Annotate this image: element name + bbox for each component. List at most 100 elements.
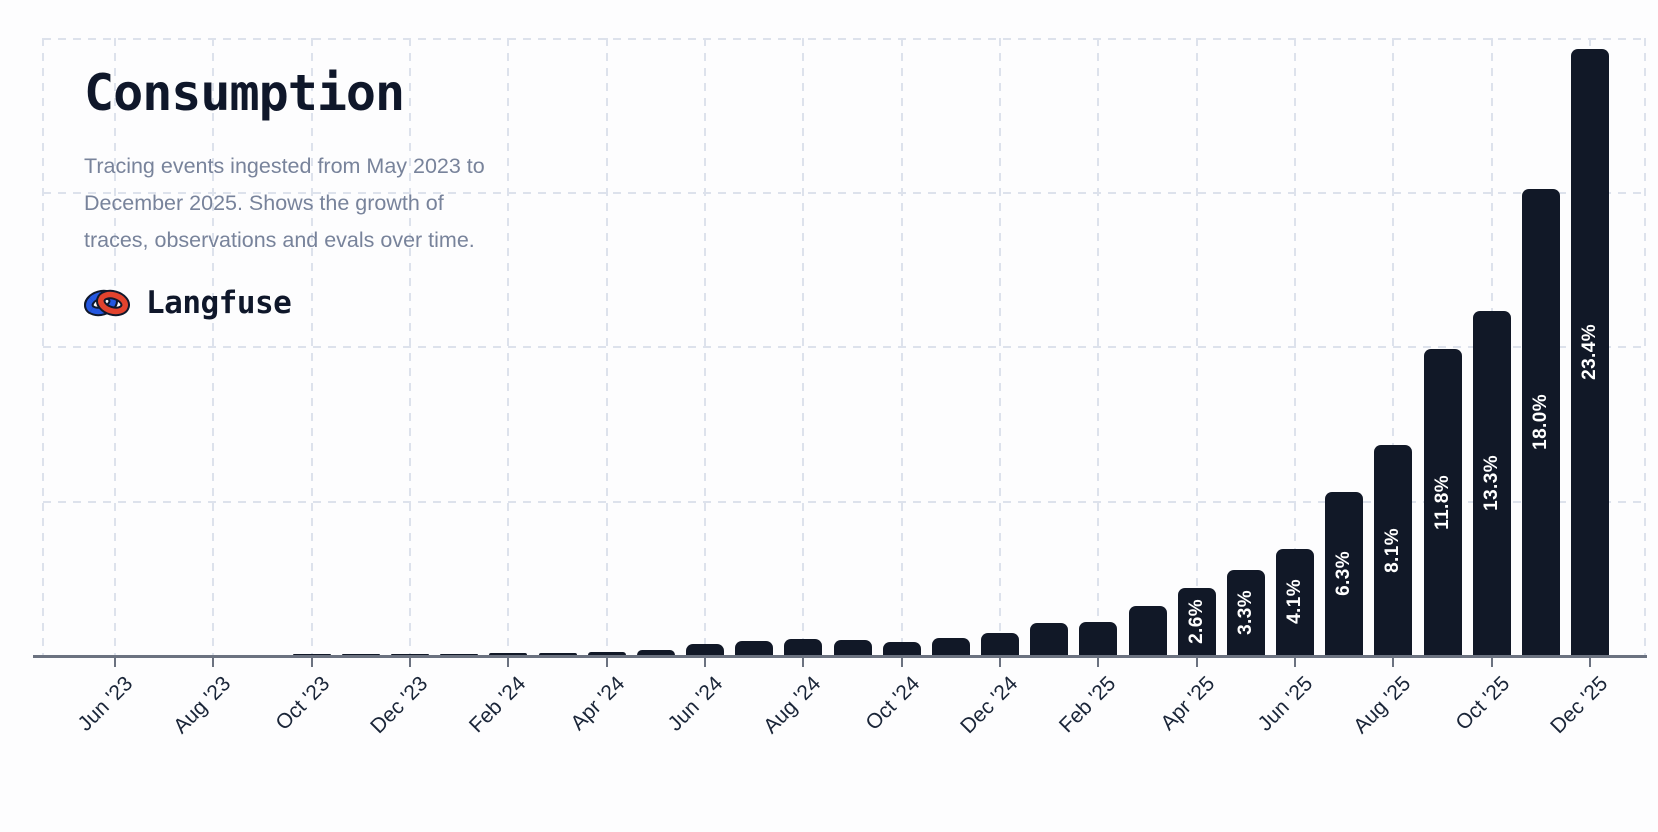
chart-header: Consumption Tracing events ingested from… xyxy=(84,64,644,321)
brand-row: Langfuse xyxy=(84,285,644,321)
subtitle-line: traces, observations and evals over time… xyxy=(84,228,475,252)
v-gridline xyxy=(802,38,805,655)
x-tick xyxy=(1490,657,1493,667)
v-gridline xyxy=(1195,38,1198,655)
x-tick-label: Aug '23 xyxy=(169,672,236,739)
bar-mar-24 xyxy=(538,652,577,655)
bar-sep-24 xyxy=(833,640,872,655)
bar-jul-24 xyxy=(735,640,774,655)
bar-apr-25: 2.6% xyxy=(1177,587,1216,655)
bar-value-label: 8.1% xyxy=(1382,527,1404,573)
bar-jul-25: 6.3% xyxy=(1325,491,1364,655)
bar-aug-25: 8.1% xyxy=(1374,445,1413,655)
x-tick xyxy=(605,657,608,667)
bar-feb-25 xyxy=(1079,622,1118,655)
chart-subtitle: Tracing events ingested from May 2023 to… xyxy=(84,148,644,259)
v-gridline xyxy=(1294,38,1297,655)
bar-value-label: 23.4% xyxy=(1579,324,1601,380)
bar-sep-25: 11.8% xyxy=(1423,349,1462,655)
bar-mar-25 xyxy=(1128,605,1167,655)
bar-jan-24 xyxy=(440,653,479,655)
x-tick xyxy=(900,657,903,667)
x-tick-label: Dec '24 xyxy=(956,672,1023,739)
langfuse-logo-icon xyxy=(84,285,130,321)
h-gridline xyxy=(43,38,1645,40)
x-tick xyxy=(1195,657,1198,667)
bar-value-label: 3.3% xyxy=(1234,589,1256,635)
bar-value-label: 13.3% xyxy=(1480,454,1502,511)
v-gridline xyxy=(605,38,608,655)
x-axis-line xyxy=(33,655,1647,658)
x-tick xyxy=(999,657,1002,667)
bar-aug-24 xyxy=(784,639,823,655)
x-tick-label: Jun '23 xyxy=(73,672,138,736)
bar-dec-23 xyxy=(391,654,430,655)
x-tick-label: Apr '24 xyxy=(566,672,630,735)
bar-oct-24 xyxy=(882,642,921,655)
x-tick-label: Dec '25 xyxy=(1546,672,1613,739)
bar-value-label: 11.8% xyxy=(1431,474,1453,530)
h-gridline xyxy=(43,501,1645,503)
bar-jan-25 xyxy=(1030,622,1069,655)
x-tick xyxy=(1294,657,1297,667)
x-tick xyxy=(1392,657,1395,667)
x-tick-label: Aug '24 xyxy=(759,672,826,739)
bar-value-label: 2.6% xyxy=(1185,598,1207,644)
v-gridline xyxy=(507,38,510,655)
chart-title: Consumption xyxy=(84,64,405,122)
bar-nov-24 xyxy=(931,638,970,655)
bar-apr-24 xyxy=(587,652,626,655)
v-gridline xyxy=(114,38,117,655)
x-tick-label: Jun '25 xyxy=(1253,672,1318,736)
bar-value-label: 18.0% xyxy=(1529,393,1551,450)
x-tick-label: Jun '24 xyxy=(663,672,728,736)
x-tick xyxy=(1097,657,1100,667)
h-gridline xyxy=(43,192,1645,194)
v-gridline xyxy=(900,38,903,655)
x-tick xyxy=(1589,657,1592,667)
v-gridline xyxy=(409,38,412,655)
h-gridline xyxy=(43,346,1645,348)
bar-may-24 xyxy=(636,649,675,655)
v-gridline xyxy=(704,38,707,655)
bar-dec-25: 23.4% xyxy=(1571,48,1610,655)
bar-oct-25: 13.3% xyxy=(1472,310,1511,655)
x-tick xyxy=(310,657,313,667)
v-gridline xyxy=(42,38,44,655)
bar-oct-23 xyxy=(292,654,331,655)
subtitle-line: Tracing events ingested from May 2023 to xyxy=(84,154,485,178)
x-tick xyxy=(507,657,510,667)
v-gridline xyxy=(1392,38,1395,655)
bar-jun-24 xyxy=(686,644,725,655)
bar-may-25: 3.3% xyxy=(1226,569,1265,655)
x-tick-label: Aug '25 xyxy=(1349,672,1416,739)
bar-nov-25: 18.0% xyxy=(1521,188,1560,655)
v-gridline xyxy=(1644,38,1646,655)
brand-name: Langfuse xyxy=(146,285,292,321)
x-tick xyxy=(409,657,412,667)
bar-value-label: 4.1% xyxy=(1284,579,1306,625)
x-tick xyxy=(114,657,117,667)
v-gridline xyxy=(999,38,1002,655)
x-tick-label: Feb '25 xyxy=(1055,672,1121,738)
x-tick xyxy=(704,657,707,667)
x-tick xyxy=(212,657,215,667)
v-gridline xyxy=(212,38,215,655)
x-tick xyxy=(802,657,805,667)
x-tick-label: Oct '25 xyxy=(1451,672,1515,735)
subtitle-line: December 2025. Shows the growth of xyxy=(84,191,444,215)
bar-value-label: 6.3% xyxy=(1333,550,1355,596)
bar-feb-24 xyxy=(489,653,528,655)
x-tick-label: Apr '25 xyxy=(1156,672,1220,735)
bar-nov-23 xyxy=(341,654,380,655)
x-tick-label: Oct '24 xyxy=(861,672,925,735)
v-gridline xyxy=(1097,38,1100,655)
v-gridline xyxy=(310,38,313,655)
x-tick-label: Oct '23 xyxy=(271,672,335,735)
bar-dec-24 xyxy=(981,632,1020,655)
bar-jun-25: 4.1% xyxy=(1276,548,1315,655)
x-tick-label: Feb '24 xyxy=(465,672,531,738)
x-tick-label: Dec '23 xyxy=(366,672,433,739)
